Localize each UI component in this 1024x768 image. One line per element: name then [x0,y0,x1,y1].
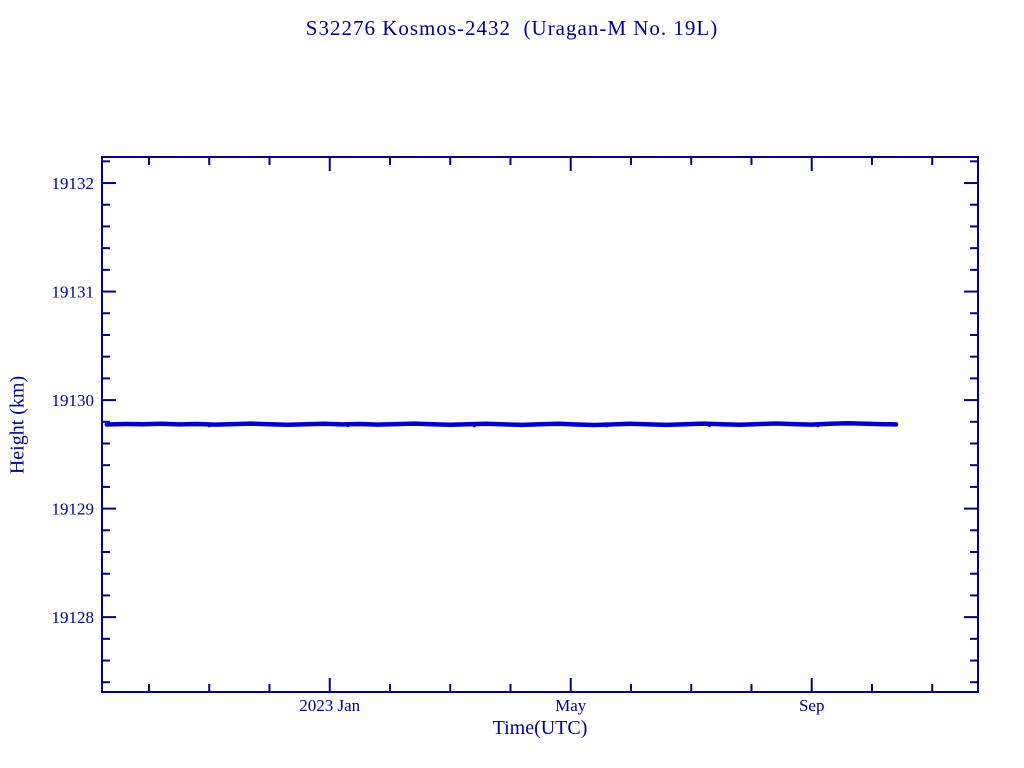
height-series-line [104,420,899,428]
tick-labels: 19128 19129 19130 19131 19132 2023 Jan May Sep [52,174,825,715]
plot-frame [101,156,979,693]
axis-ticks [103,158,977,691]
x-tick-label: Sep [799,696,825,715]
y-tick-label: 19130 [52,391,95,410]
x-tick-label: May [555,696,587,715]
y-tick-label: 19132 [52,174,95,193]
chart-title: S32276 Kosmos-2432 (Uragan-M No. 19L) [305,16,719,40]
x-axis-title: Time(UTC) [492,717,588,739]
y-tick-label: 19131 [52,283,95,302]
y-tick-label: 19128 [52,608,95,627]
y-tick-label: 19129 [52,500,95,519]
x-tick-label: 2023 Jan [299,696,360,715]
